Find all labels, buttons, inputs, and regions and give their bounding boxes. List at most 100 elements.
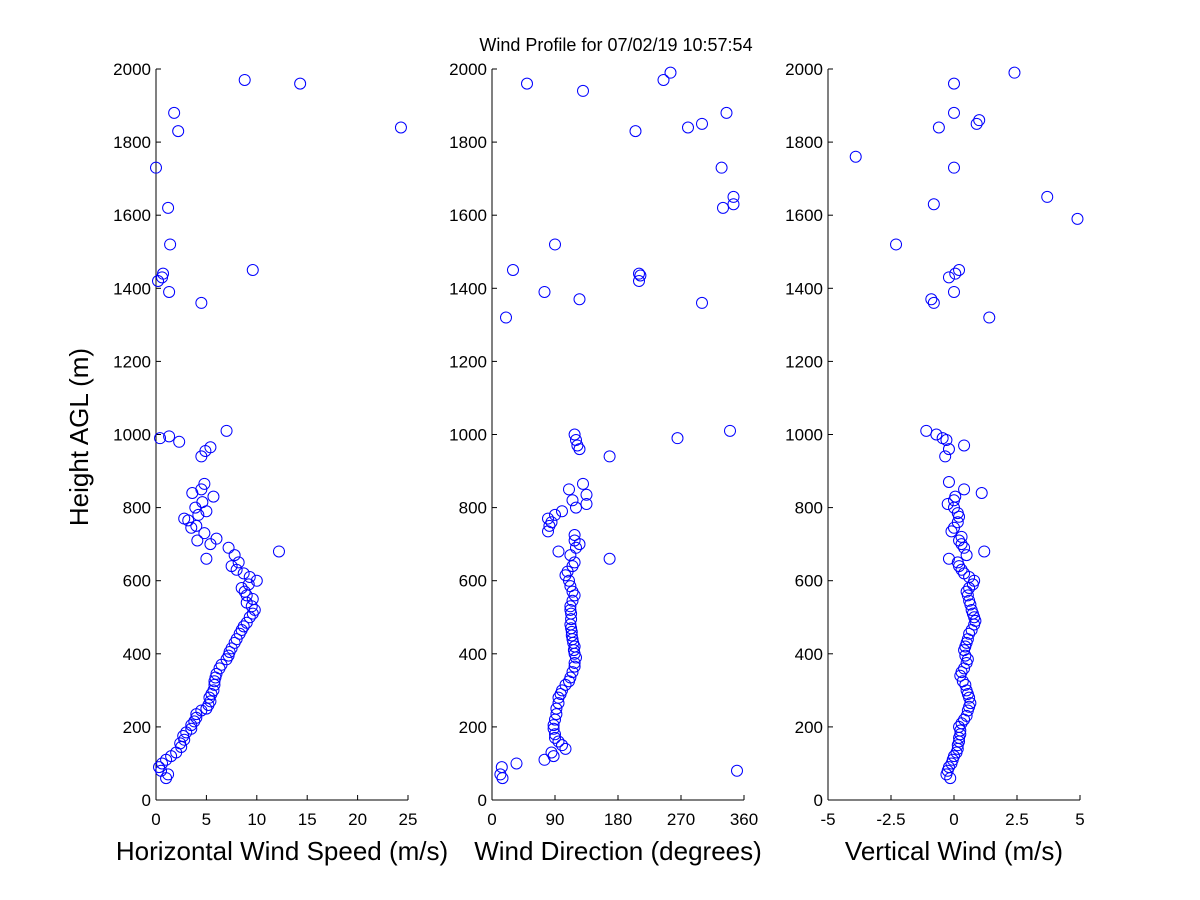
data-point-vertical [948,161,960,174]
y-tick-label-direction: 200 [459,718,487,737]
y-tick-label-direction: 1200 [449,352,487,371]
y-tick-label-speed: 1400 [113,279,151,298]
y-tick-label-vertical: 600 [795,572,823,591]
data-point-speed [237,567,250,580]
data-point-direction [577,84,589,97]
data-point-speed [238,585,251,598]
y-tick-label-vertical: 1400 [785,279,823,298]
y-tick-label-direction: 1800 [449,133,487,152]
data-point-speed [154,432,167,445]
data-point-speed [207,684,220,697]
data-point-direction [577,477,589,490]
data-point-direction [580,497,593,510]
x-tick-label-direction: 90 [546,810,565,829]
data-point-speed [185,722,198,735]
data-point-vertical [941,497,954,510]
data-point-vertical [963,594,976,607]
data-point-vertical [936,432,949,445]
y-tick-label-vertical: 200 [795,718,823,737]
data-point-speed [163,285,176,298]
data-point-vertical [953,264,966,277]
y-tick-label-direction: 0 [478,791,487,810]
data-point-direction [565,622,578,635]
data-point-vertical [927,198,940,211]
data-point-direction [696,117,708,130]
data-point-speed [228,549,241,562]
y-tick-label-speed: 2000 [113,60,151,79]
y-tick-label-direction: 1000 [449,426,487,445]
data-point-speed [230,633,243,646]
y-tick-label-vertical: 1800 [785,133,823,152]
data-point-speed [210,532,223,545]
data-point-speed [196,496,209,509]
data-point-direction [547,719,560,732]
data-point-direction [494,768,507,781]
data-point-vertical [958,483,971,496]
y-tick-label-direction: 2000 [449,60,487,79]
data-point-vertical [949,490,962,503]
data-point-vertical [942,271,955,284]
data-point-vertical [951,556,964,569]
data-point-direction [570,433,582,446]
data-point-direction [571,439,584,452]
figure-title: Wind Profile for 07/02/19 10:57:54 [479,35,752,55]
data-point-direction [495,761,508,774]
y-tick-label-vertical: 1000 [785,426,823,445]
y-tick-label-vertical: 400 [795,645,823,664]
data-point-vertical [963,627,976,640]
data-point-vertical [973,114,986,127]
data-point-speed [200,552,213,565]
data-point-speed [225,560,238,573]
data-point-direction [682,121,694,134]
data-point-speed [242,578,255,591]
x-axis-label-vertical: Vertical Wind (m/s) [845,836,1063,866]
data-point-direction [545,746,558,759]
data-point-speed [195,296,208,309]
data-point-speed [237,620,250,633]
data-point-speed [178,512,191,525]
y-tick-label-direction: 400 [459,645,487,664]
x-tick-label-speed: 15 [298,810,317,829]
y-tick-label-speed: 400 [123,645,151,664]
y-tick-label-speed: 200 [123,718,151,737]
data-point-vertical [948,750,960,763]
x-tick-label-direction: 0 [487,810,496,829]
data-point-direction [521,77,533,90]
data-point-vertical [948,77,960,90]
data-point-direction [547,750,560,763]
data-point-direction [568,428,581,441]
data-point-direction [717,201,729,214]
x-axis-label-direction: Wind Direction (degrees) [474,836,762,866]
data-point-vertical [970,117,983,130]
data-point-direction [549,728,561,741]
data-point-speed [198,527,211,540]
data-point-speed [185,521,198,534]
x-tick-label-direction: 270 [667,810,695,829]
x-tick-label-direction: 360 [730,810,758,829]
data-point-vertical [1071,212,1084,225]
data-point-direction [566,666,579,679]
y-tick-label-direction: 1600 [449,206,487,225]
x-tick-label-vertical: -2.5 [876,810,905,829]
data-point-vertical [1008,66,1021,79]
data-point-direction [549,731,561,744]
data-point-speed [192,508,205,521]
panel-direction: 0 200 400 600 800 1000 1200 1400 1600 1800 2000 0 90… [449,60,762,866]
data-point-speed [198,477,211,490]
data-point-vertical [945,525,958,538]
data-point-vertical [960,585,973,598]
data-point-direction [568,656,581,669]
data-point-direction [552,697,565,710]
data-point-direction [552,691,565,704]
data-point-vertical [956,675,969,688]
y-tick-label-speed: 1200 [113,352,151,371]
y-tick-label-speed: 1000 [113,426,151,445]
data-point-direction [724,424,736,437]
data-point-direction [671,432,684,445]
data-point-speed [240,616,253,629]
data-point-speed [168,106,181,119]
data-point-direction [715,161,728,174]
data-point-speed [210,667,223,680]
data-point-vertical [920,424,933,437]
